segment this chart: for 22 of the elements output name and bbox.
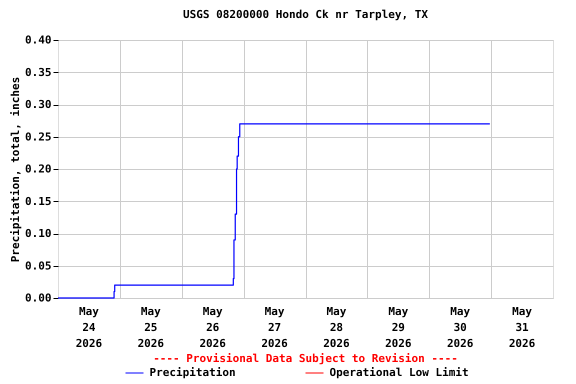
x-tick-label: May 29 2026 bbox=[385, 305, 412, 350]
y-tick-label: 0.25 bbox=[25, 130, 52, 144]
legend-label: Precipitation bbox=[150, 366, 236, 379]
chart-title: USGS 08200000 Hondo Ck nr Tarpley, TX bbox=[182, 8, 428, 21]
x-tick-label: May 24 2026 bbox=[76, 305, 103, 350]
y-tick-label: 0.20 bbox=[25, 162, 52, 176]
x-tick-label: May 28 2026 bbox=[323, 305, 350, 350]
y-tick-label: 0.05 bbox=[25, 259, 52, 272]
x-tick-label: May 27 2026 bbox=[261, 305, 288, 350]
y-axis-title: Precipitation, total, inches bbox=[9, 76, 22, 262]
text: ---- Provisional Data Subject to Revision ---- bbox=[153, 352, 458, 365]
x-tick-label: May 25 2026 bbox=[138, 305, 164, 350]
x-tick-label: May 31 2026 bbox=[508, 305, 536, 350]
x-tick-label: May 26 2026 bbox=[199, 305, 226, 350]
y-tick-label: 0.35 bbox=[25, 66, 52, 79]
legend-label: Operational Low Limit bbox=[330, 366, 469, 379]
y-tick-label: 0.30 bbox=[25, 98, 52, 111]
y-tick-label: 0.00 bbox=[25, 292, 52, 304]
y-tick-label: 0.40 bbox=[25, 34, 52, 46]
y-tick-label: 0.10 bbox=[25, 227, 52, 240]
x-tick-label: May 30 2026 bbox=[446, 305, 474, 350]
y-tick-label: 0.15 bbox=[25, 194, 52, 208]
